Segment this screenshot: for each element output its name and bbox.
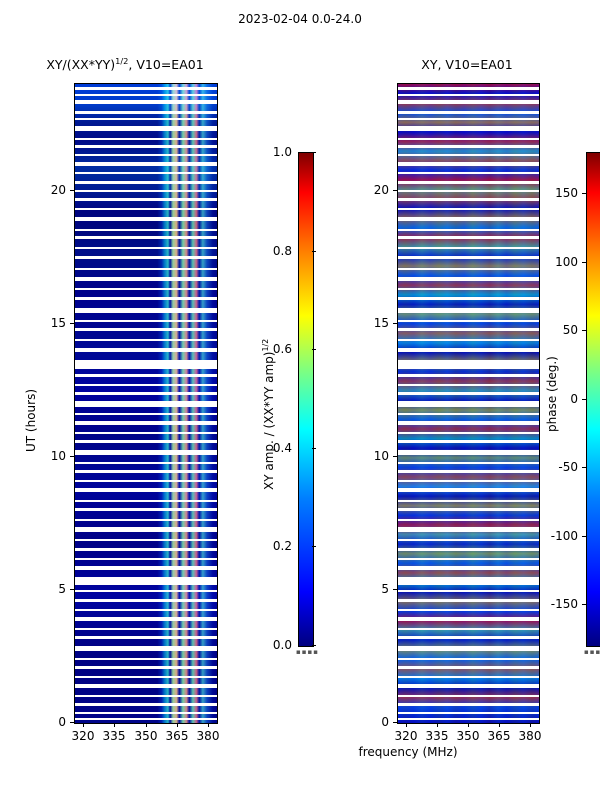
- right-cbar-tick-5: [582, 262, 586, 263]
- right-cbar-tick-0: [582, 604, 586, 605]
- left-colorbar-offset-text: ▪▪▪▪: [296, 648, 319, 656]
- left-ytick-label-0: 0: [58, 715, 66, 729]
- left-panel-title: XY/(XX*YY)1/2, V10=EA01: [30, 57, 220, 72]
- left-xtick-mark-0: [83, 723, 84, 727]
- right-ytick-label-2: 10: [373, 449, 389, 463]
- left-xtick-label-1: 335: [102, 729, 126, 743]
- left-cbar-label-main: XY amp. / (XX*YY amp): [262, 351, 276, 490]
- figure-xlabel: frequency (MHz): [358, 745, 458, 759]
- right-cbar-tick-4: [582, 330, 586, 331]
- figure-suptitle: 2023-02-04 0.0-24.0: [238, 12, 362, 26]
- left-ytick-label-4: 20: [50, 183, 66, 197]
- right-xtick-mark-4: [530, 723, 531, 727]
- right-xtick-label-4: 380: [518, 729, 542, 743]
- right-cbar-tick-1: [582, 536, 586, 537]
- right-cbar-label-2: -50: [558, 460, 578, 474]
- right-ytick-mark-0: [393, 722, 397, 723]
- right-cbar-tick-6: [582, 193, 586, 194]
- left-ytick-mark-0: [70, 722, 74, 723]
- left-xtick-label-2: 350: [134, 729, 158, 743]
- left-xtick-label-4: 380: [196, 729, 220, 743]
- right-colorbar-label: phase (deg.): [545, 356, 559, 432]
- right-ytick-label-4: 20: [373, 183, 389, 197]
- right-xtick-mark-1: [437, 723, 438, 727]
- left-xtick-mark-2: [146, 723, 147, 727]
- right-ytick-label-1: 5: [381, 582, 389, 596]
- left-title-main: XY/(XX*YY): [46, 57, 116, 72]
- right-xtick-label-2: 350: [456, 729, 480, 743]
- left-cbar-label-exponent: 1/2: [261, 338, 270, 352]
- left-cbar-tick-2: [312, 448, 316, 449]
- right-ytick-mark-3: [393, 323, 397, 324]
- right-cbar-label-0: -150: [550, 597, 578, 611]
- right-xtick-mark-0: [406, 723, 407, 727]
- left-ytick-label-1: 5: [58, 582, 66, 596]
- left-ytick-label-2: 10: [50, 449, 66, 463]
- left-panel-ylabel: UT (hours): [24, 388, 38, 452]
- left-ytick-mark-2: [70, 456, 74, 457]
- right-colorbar-gradient: [587, 153, 600, 646]
- left-ytick-mark-1: [70, 589, 74, 590]
- right-cbar-label-4: 50: [562, 323, 578, 337]
- right-xtick-label-0: 320: [394, 729, 418, 743]
- left-panel-heatmap[interactable]: [74, 83, 218, 724]
- right-xtick-mark-3: [499, 723, 500, 727]
- left-cbar-tick-5: [312, 152, 316, 153]
- left-cbar-tick-3: [312, 349, 316, 350]
- left-cbar-label-3: 0.6: [272, 342, 292, 356]
- left-ytick-label-3: 15: [50, 316, 66, 330]
- right-cbar-label-1: -100: [550, 529, 578, 543]
- right-panel-image: [398, 84, 539, 723]
- right-panel-title: XY, V10=EA01: [421, 57, 513, 72]
- left-colorbar-label: XY amp. / (XX*YY amp)1/2: [261, 338, 276, 490]
- right-ytick-label-0: 0: [381, 715, 389, 729]
- left-title-exponent: 1/2: [115, 55, 129, 66]
- left-title-rest: , V10=EA01: [128, 57, 204, 72]
- right-colorbar-offset-text: ▪▪▪▪: [584, 648, 600, 656]
- right-cbar-tick-3: [582, 399, 586, 400]
- left-xtick-mark-4: [208, 723, 209, 727]
- left-cbar-label-1: 0.2: [272, 539, 292, 553]
- right-ytick-mark-2: [393, 456, 397, 457]
- left-cbar-label-5: 1.0: [272, 145, 292, 159]
- left-xtick-mark-1: [114, 723, 115, 727]
- right-xtick-label-3: 365: [487, 729, 511, 743]
- left-colorbar-gradient: [299, 153, 313, 646]
- left-xtick-label-0: 320: [71, 729, 95, 743]
- right-xtick-label-1: 335: [425, 729, 449, 743]
- right-panel-heatmap[interactable]: [397, 83, 540, 724]
- right-cbar-tick-2: [582, 467, 586, 468]
- left-xtick-mark-3: [177, 723, 178, 727]
- right-xtick-mark-2: [468, 723, 469, 727]
- right-cbar-label-3: 0: [570, 392, 578, 406]
- right-ytick-mark-1: [393, 589, 397, 590]
- right-cbar-label-6: 150: [555, 186, 578, 200]
- left-cbar-label-4: 0.8: [272, 244, 292, 258]
- left-cbar-tick-1: [312, 546, 316, 547]
- left-cbar-tick-4: [312, 251, 316, 252]
- right-ytick-mark-4: [393, 190, 397, 191]
- right-cbar-label-5: 100: [555, 255, 578, 269]
- right-colorbar[interactable]: [586, 152, 600, 647]
- left-colorbar[interactable]: [298, 152, 314, 647]
- left-cbar-tick-0: [312, 645, 316, 646]
- left-ytick-mark-3: [70, 323, 74, 324]
- left-xtick-label-3: 365: [165, 729, 189, 743]
- left-cbar-label-2: 0.4: [272, 441, 292, 455]
- left-cbar-label-0: 0.0: [272, 638, 292, 652]
- left-panel-image: [75, 84, 217, 723]
- left-ytick-mark-4: [70, 190, 74, 191]
- right-ytick-label-3: 15: [373, 316, 389, 330]
